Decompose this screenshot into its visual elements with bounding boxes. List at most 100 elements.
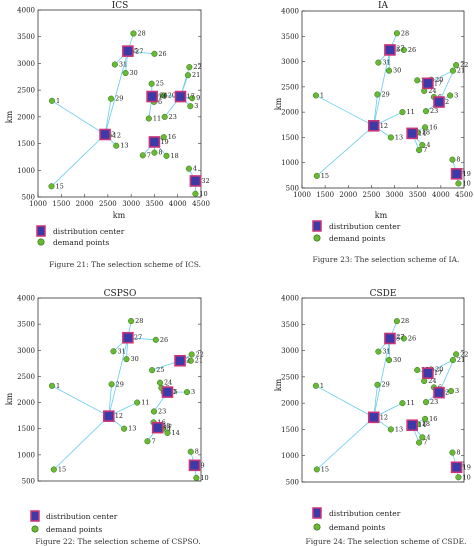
demand-point-marker	[449, 449, 456, 456]
legend-dc-swatch	[30, 510, 40, 522]
demand-point-marker	[108, 381, 115, 388]
demand-point-label: 26	[160, 336, 168, 344]
distribution-center-label: 17	[164, 424, 172, 432]
demand-point-marker	[151, 149, 158, 156]
demand-point-marker	[313, 172, 320, 179]
demand-point-label: 21	[457, 356, 465, 364]
demand-point-marker	[187, 448, 194, 455]
demand-point-label: 24	[159, 91, 167, 99]
distribution-center-label: 17	[434, 79, 442, 87]
demand-point-marker	[121, 425, 128, 432]
demand-point-marker	[156, 379, 164, 386]
distribution-center-marker	[151, 421, 164, 434]
demand-point-label: 15	[56, 182, 64, 190]
distribution-center-label: 19	[160, 138, 168, 146]
demand-point-marker	[144, 438, 151, 445]
demand-point-marker	[414, 366, 421, 374]
demand-point-marker	[187, 357, 194, 364]
demand-point-label: 31	[117, 347, 125, 355]
x-tick-label: 1500	[52, 200, 70, 208]
demand-point-marker	[193, 474, 200, 481]
y-tick-label: 2500	[17, 373, 35, 381]
demand-point-marker	[447, 92, 454, 99]
legend: distribution center demand points	[312, 507, 401, 532]
demand-point-marker	[188, 351, 195, 358]
x-tick-label: 3500	[146, 200, 164, 208]
distribution-center-label: 32	[201, 177, 209, 185]
demand-point-marker	[48, 382, 56, 389]
legend-dc-swatch	[36, 225, 46, 237]
demand-point-label: 21	[457, 67, 465, 75]
y-tick-label: 1500	[17, 140, 35, 148]
demand-point-label: 20	[168, 91, 176, 99]
x-tick-label: 1000	[293, 191, 311, 199]
y-tick-label: 4000	[17, 295, 35, 303]
demand-point-label: 16	[429, 415, 437, 423]
y-tick-label: 2000	[17, 113, 35, 121]
demand-point-marker	[416, 439, 423, 446]
assignment-link	[53, 415, 110, 470]
assignment-link	[315, 95, 374, 127]
y-tick-label: 3000	[17, 60, 35, 68]
demand-point-label: 29	[381, 90, 389, 98]
distribution-center-label: 5	[396, 46, 400, 54]
demand-point-label: 16	[429, 123, 437, 131]
y-tick-label: 2500	[281, 373, 299, 381]
figure-caption: Figure 23: The selection scheme of IA.	[313, 255, 460, 264]
distribution-center-marker	[422, 77, 434, 90]
demand-point-marker	[148, 80, 155, 87]
y-tick-label: 4000	[17, 7, 35, 15]
legend-dc-label: distribution center	[329, 222, 401, 231]
y-tick-label: 1000	[17, 167, 35, 175]
demand-point-marker	[400, 335, 407, 342]
distribution-center-marker	[102, 410, 115, 422]
legend-dc-swatch	[312, 220, 322, 232]
demand-point-label: 8	[456, 156, 460, 164]
distribution-center-label: 2	[445, 389, 449, 397]
distribution-center-label: 5	[134, 47, 138, 55]
demand-point-label: 27	[396, 333, 404, 341]
demand-point-marker	[187, 103, 194, 110]
y-tick-label: 3500	[17, 33, 35, 41]
distribution-center-marker	[433, 96, 445, 108]
demand-point-label: 23	[158, 407, 166, 415]
demand-point-marker	[421, 378, 428, 385]
distribution-center-marker	[148, 136, 161, 148]
demand-point-label: 9	[461, 461, 465, 469]
demand-point-marker	[399, 109, 406, 116]
demand-point-label: 24	[164, 379, 172, 387]
demand-point-label: 1	[320, 91, 324, 99]
demand-point-marker	[414, 77, 421, 84]
demand-point-label: 28	[401, 29, 409, 37]
distribution-center-label: 14	[418, 129, 426, 137]
distribution-center-label: 9	[200, 461, 204, 469]
demand-point-label: 4	[426, 433, 430, 441]
legend-dp-label: demand points	[329, 523, 385, 532]
demand-point-label: 11	[153, 114, 161, 122]
demand-point-marker	[387, 134, 394, 141]
demand-point-label: 15	[321, 172, 329, 180]
distribution-center-label: 12	[115, 412, 123, 420]
demand-point-label: 30	[393, 356, 401, 364]
demand-point-label: 4	[193, 165, 197, 173]
assignment-link	[373, 338, 391, 418]
y-axis-label: km	[5, 110, 14, 123]
x-tick-label: 3000	[386, 191, 404, 199]
demand-point-marker	[453, 62, 460, 69]
y-tick-label: 500	[22, 194, 35, 202]
demand-point-marker	[108, 95, 115, 102]
demand-point-label: 23	[430, 107, 438, 115]
demand-point-marker	[374, 381, 381, 388]
demand-point-label: 14	[171, 429, 179, 437]
demand-point-marker	[152, 336, 159, 343]
y-tick-label: 3000	[17, 347, 35, 355]
demand-point-marker	[400, 46, 407, 53]
distribution-center-marker	[406, 127, 418, 140]
x-tick-label: 2000	[76, 200, 94, 208]
y-tick-label: 3000	[281, 58, 299, 66]
legend: distribution center demand points	[36, 225, 125, 247]
demand-point-label: 31	[382, 59, 390, 67]
distribution-center-label: 2	[186, 357, 190, 365]
